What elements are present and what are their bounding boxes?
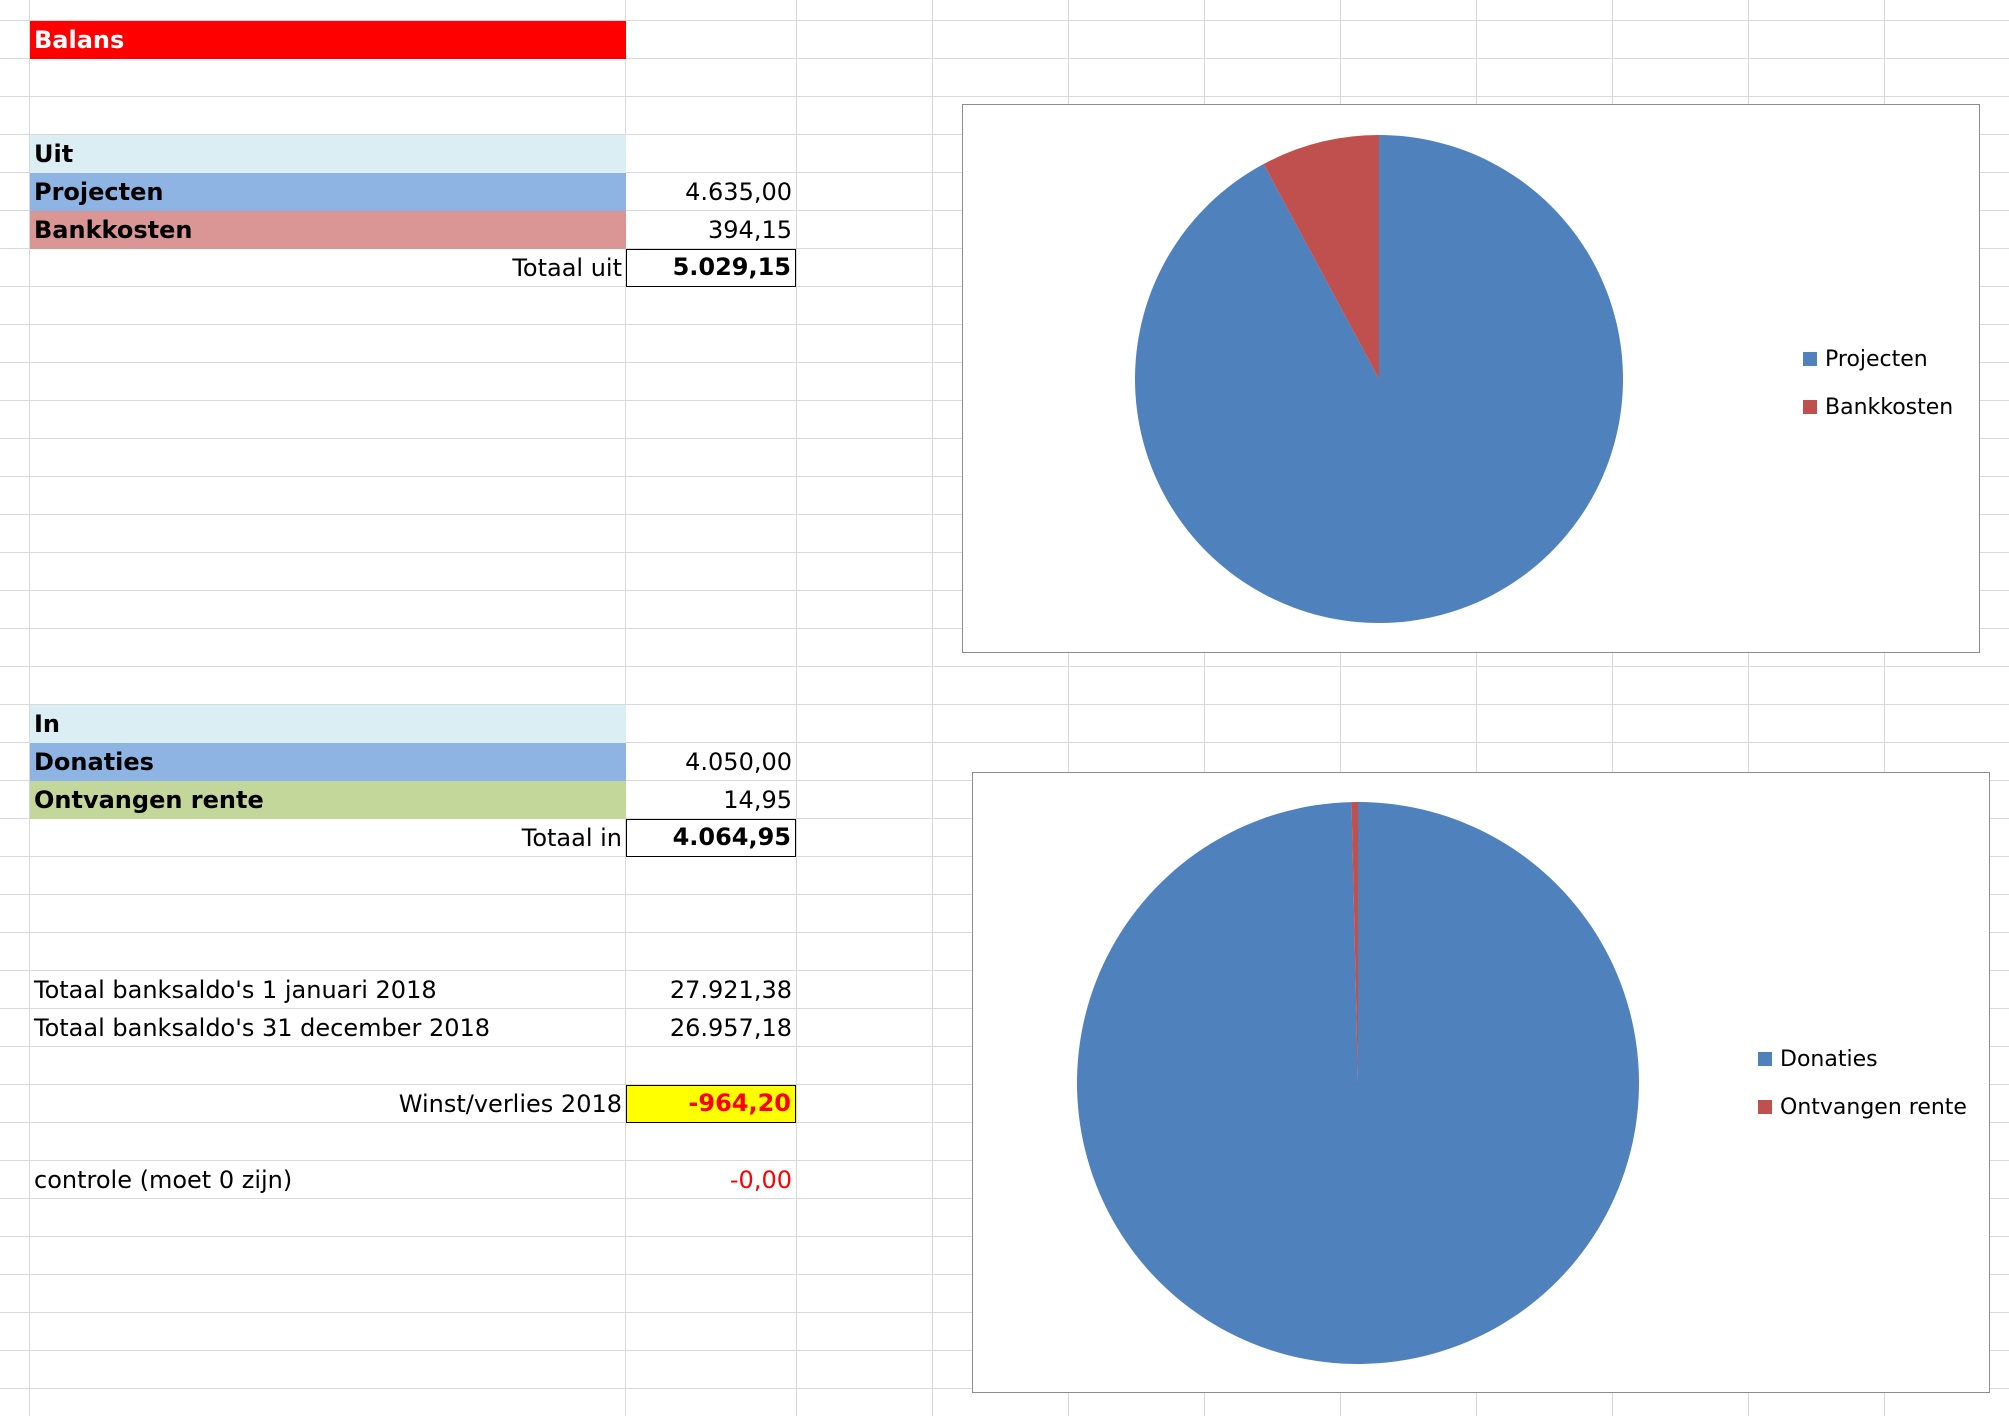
totaal-uit-value-cell[interactable]: 5.029,15 xyxy=(626,249,796,287)
sheet-title-cell[interactable]: Balans xyxy=(30,21,626,59)
grid-column-line xyxy=(1068,0,1069,1416)
donaties-label-cell[interactable]: Donaties xyxy=(30,743,626,781)
projecten-label-cell[interactable]: Projecten xyxy=(30,173,626,211)
totaal-in-label-cell[interactable]: Totaal in xyxy=(521,824,622,852)
grid-column-line xyxy=(1884,0,1885,1416)
legend-swatch-projecten xyxy=(1803,352,1817,366)
grid-column-line xyxy=(1612,0,1613,1416)
legend-item-projecten: Projecten xyxy=(1803,335,1953,383)
banksaldo-end-value-cell[interactable]: 26.957,18 xyxy=(669,1014,792,1042)
grid-column-line xyxy=(1476,0,1477,1416)
in-pie-svg xyxy=(1076,802,1639,1364)
legend-item-bankkosten: Bankkosten xyxy=(1803,383,1953,431)
donaties-value-cell[interactable]: 4.050,00 xyxy=(685,748,792,776)
in-header-cell[interactable]: In xyxy=(30,705,626,743)
legend-swatch-donaties xyxy=(1758,1052,1772,1066)
legend-swatch-bankkosten xyxy=(1803,400,1817,414)
uit-pie-chart[interactable]: Projecten Bankkosten xyxy=(962,104,1980,653)
banksaldo-start-label-cell[interactable]: Totaal banksaldo's 1 januari 2018 xyxy=(34,976,437,1004)
grid-column-line xyxy=(1340,0,1341,1416)
projecten-value-cell[interactable]: 4.635,00 xyxy=(685,178,792,206)
banksaldo-end-label-cell[interactable]: Totaal banksaldo's 31 december 2018 xyxy=(34,1014,491,1042)
legend-label-ontvangen-rente: Ontvangen rente xyxy=(1780,1094,1967,1120)
controle-value-cell[interactable]: -0,00 xyxy=(729,1166,792,1194)
pie-slice-donaties[interactable] xyxy=(1076,802,1639,1364)
uit-chart-legend: Projecten Bankkosten xyxy=(1803,335,1953,431)
controle-label-cell[interactable]: controle (moet 0 zijn) xyxy=(34,1166,293,1194)
legend-item-donaties: Donaties xyxy=(1758,1035,1967,1083)
legend-label-projecten: Projecten xyxy=(1825,346,1928,372)
winst-verlies-label-cell[interactable]: Winst/verlies 2018 xyxy=(398,1090,622,1118)
ontvangen-rente-label-cell[interactable]: Ontvangen rente xyxy=(30,781,626,819)
pie-slice-ontvangen-rente[interactable] xyxy=(1351,802,1358,1083)
grid-column-line xyxy=(1204,0,1205,1416)
grid-column-line xyxy=(29,0,30,1416)
legend-label-bankkosten: Bankkosten xyxy=(1825,394,1954,420)
pie-slice-bankkosten[interactable] xyxy=(1263,135,1379,379)
grid-column-line xyxy=(932,0,933,1416)
uit-header-cell[interactable]: Uit xyxy=(30,135,626,173)
banksaldo-start-value-cell[interactable]: 27.921,38 xyxy=(669,976,792,1004)
ontvangen-rente-value-cell[interactable]: 14,95 xyxy=(723,786,792,814)
bankkosten-label-cell[interactable]: Bankkosten xyxy=(30,211,626,249)
uit-pie-svg xyxy=(1135,135,1623,623)
totaal-in-value-cell[interactable]: 4.064,95 xyxy=(626,819,796,857)
winst-verlies-value-cell[interactable]: -964,20 xyxy=(626,1085,796,1123)
totaal-uit-label-cell[interactable]: Totaal uit xyxy=(512,254,622,282)
grid-column-line xyxy=(796,0,797,1416)
bankkosten-value-cell[interactable]: 394,15 xyxy=(708,216,792,244)
legend-swatch-ontvangen-rente xyxy=(1758,1100,1772,1114)
legend-item-ontvangen-rente: Ontvangen rente xyxy=(1758,1083,1967,1131)
grid-column-line xyxy=(1748,0,1749,1416)
legend-label-donaties: Donaties xyxy=(1780,1046,1878,1072)
in-pie-chart[interactable]: Donaties Ontvangen rente xyxy=(972,772,1990,1393)
in-chart-legend: Donaties Ontvangen rente xyxy=(1758,1035,1967,1131)
